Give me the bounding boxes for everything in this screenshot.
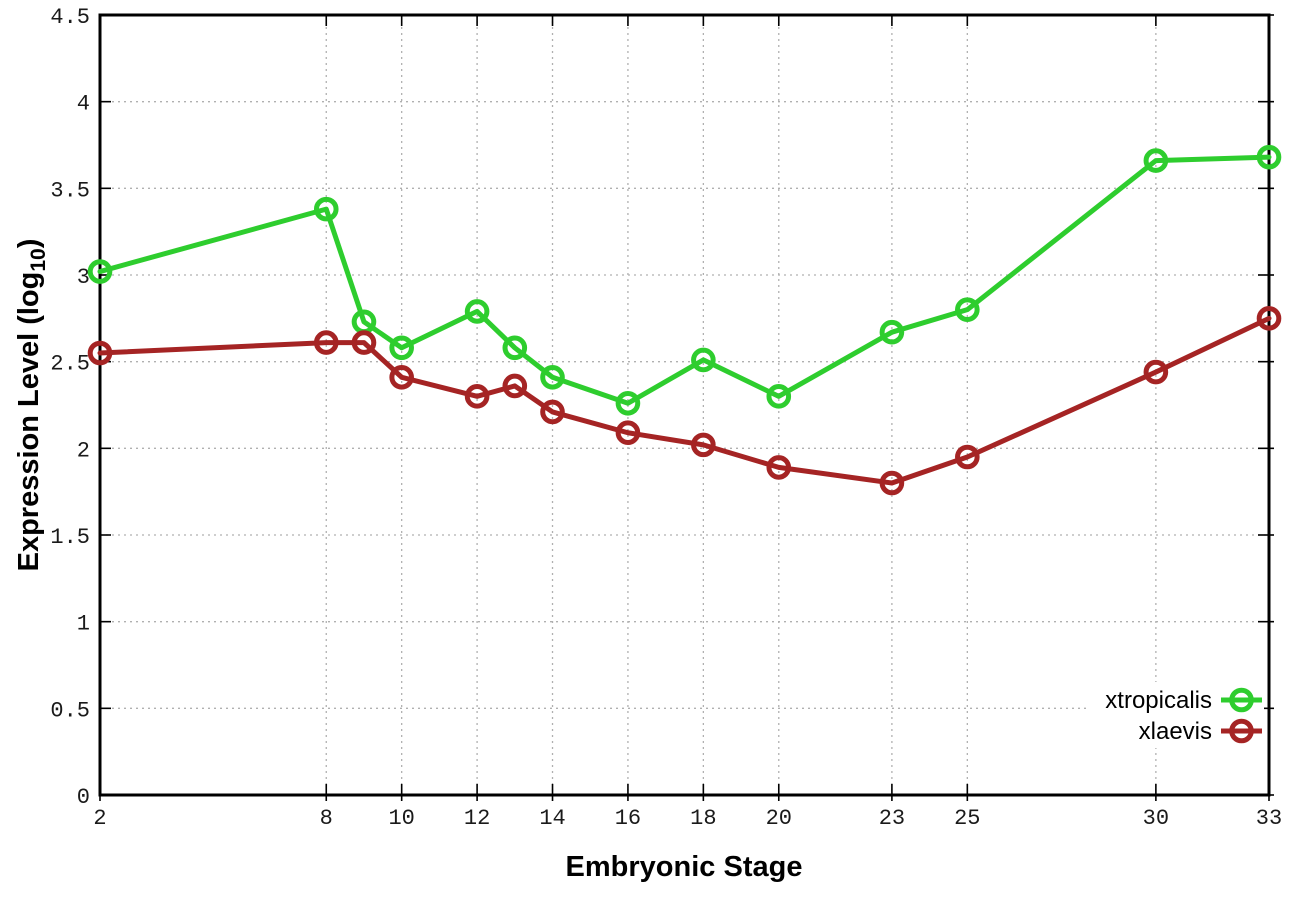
data-series — [87, 144, 1282, 496]
x-tick-label: 30 — [1143, 806, 1169, 831]
axis-ticks — [99, 14, 1274, 801]
x-tick-label: 18 — [690, 806, 716, 831]
y-tick-label: 4 — [77, 92, 90, 117]
y-tick-label: 3.5 — [50, 178, 90, 203]
x-tick-label: 23 — [879, 806, 905, 831]
y-tick-label: 1.5 — [50, 525, 90, 550]
data-point-xtropicalis — [1256, 144, 1282, 170]
data-point-xlaevis — [351, 330, 377, 355]
data-point-xlaevis — [879, 470, 905, 496]
x-tick-label: 20 — [766, 806, 792, 831]
data-point-xtropicalis — [502, 335, 528, 361]
data-point-xlaevis — [615, 420, 641, 446]
y-tick-label: 4.5 — [50, 5, 90, 30]
data-point-xlaevis — [313, 330, 339, 355]
data-point-xlaevis — [691, 432, 716, 458]
data-point-xtropicalis — [766, 384, 792, 409]
data-point-xlaevis — [1143, 359, 1169, 385]
data-point-xtropicalis — [615, 390, 641, 416]
plot-border — [98, 13, 1271, 797]
axis-tick-labels: 2 8 10 12 14 16 18 20 23 25 30 33 0 0.5 1 1.5 2 2.5 3 3.5 4 4… — [50, 5, 1282, 831]
data-point-xtropicalis — [389, 335, 414, 361]
data-point-xlaevis — [1256, 306, 1282, 331]
legend-sample-marker-xlaevis — [1229, 718, 1254, 744]
x-tick-label: 25 — [954, 806, 980, 831]
data-point-xtropicalis — [879, 319, 905, 345]
data-point-xtropicalis — [1143, 148, 1169, 173]
x-tick-label: 2 — [93, 806, 106, 831]
data-point-xlaevis — [502, 373, 528, 399]
x-tick-label: 14 — [539, 806, 565, 831]
data-point-xlaevis — [540, 399, 565, 425]
x-tick-label: 12 — [464, 806, 490, 831]
data-point-xlaevis — [87, 340, 113, 366]
x-tick-label: 10 — [388, 806, 414, 831]
y-tick-label: 0 — [77, 785, 90, 810]
y-tick-label: 1 — [77, 612, 90, 637]
data-point-xlaevis — [464, 384, 490, 409]
data-point-xtropicalis — [540, 364, 565, 390]
y-axis-title: Expression Level (log10) — [13, 239, 50, 572]
data-point-xtropicalis — [87, 259, 113, 284]
gridlines — [99, 14, 1270, 796]
legend-label-xlaevis: xlaevis — [1139, 718, 1212, 745]
legend-sample-marker-xtropicalis — [1229, 687, 1254, 713]
plot-border-box — [98, 13, 1271, 797]
legend-label-xtropicalis: xtropicalis — [1105, 687, 1212, 714]
series-line-xtropicalis — [97, 154, 1272, 406]
y-tick-label: 2 — [77, 438, 90, 463]
y-tick-label: 0.5 — [50, 698, 90, 723]
x-tick-label: 8 — [320, 806, 333, 831]
x-tick-label: 16 — [615, 806, 641, 831]
x-axis-title: Embryonic Stage — [566, 851, 803, 883]
legend: xtropicalis xlaevis — [1086, 682, 1264, 748]
y-tick-label: 2.5 — [50, 352, 90, 377]
data-point-xlaevis — [766, 455, 792, 480]
x-tick-label: 33 — [1256, 806, 1282, 831]
data-point-xtropicalis — [313, 196, 339, 222]
series-line-xlaevis — [97, 315, 1272, 486]
y-tick-label: 3 — [77, 265, 90, 290]
data-point-xlaevis — [955, 444, 980, 470]
data-point-xlaevis — [389, 364, 414, 390]
y-axis-title-text: Expression Level (log10) — [13, 239, 50, 572]
data-point-xtropicalis — [691, 347, 716, 373]
data-point-xtropicalis — [464, 299, 490, 324]
data-point-xtropicalis — [955, 297, 980, 322]
